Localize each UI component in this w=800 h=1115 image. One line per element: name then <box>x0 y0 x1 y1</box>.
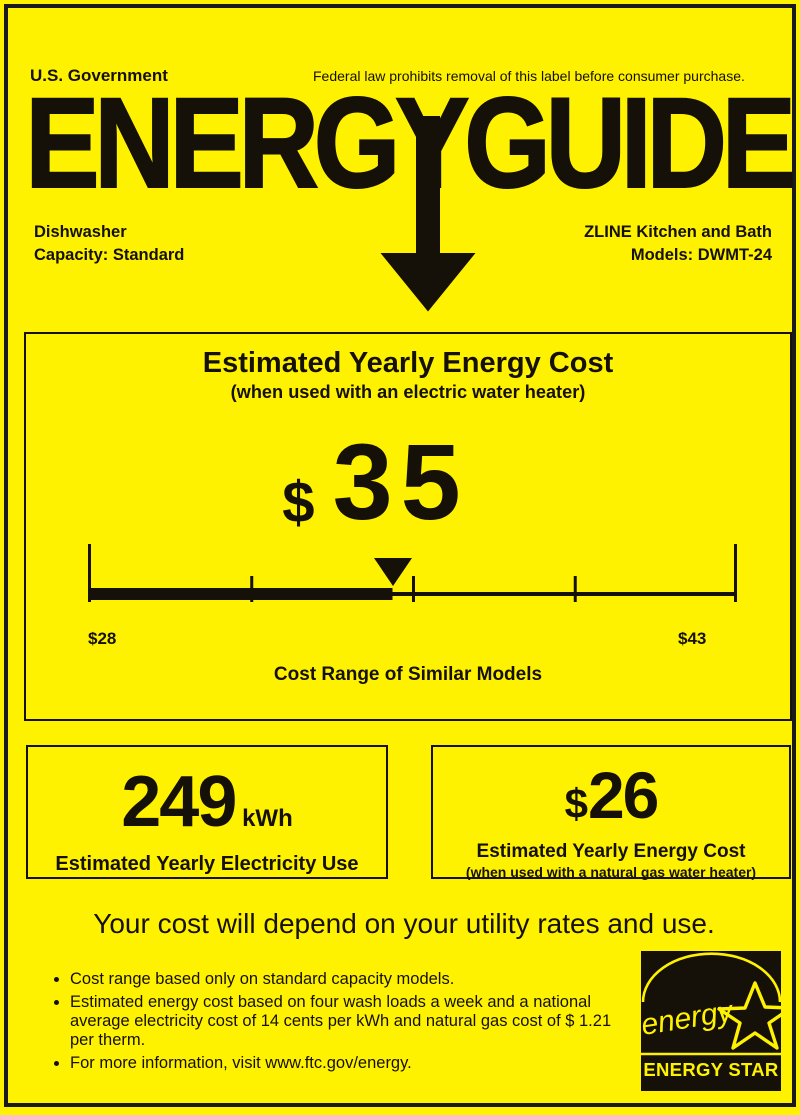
svg-text:energy: energy <box>641 994 737 1041</box>
svg-text:ENERGY STAR: ENERGY STAR <box>643 1059 778 1080</box>
